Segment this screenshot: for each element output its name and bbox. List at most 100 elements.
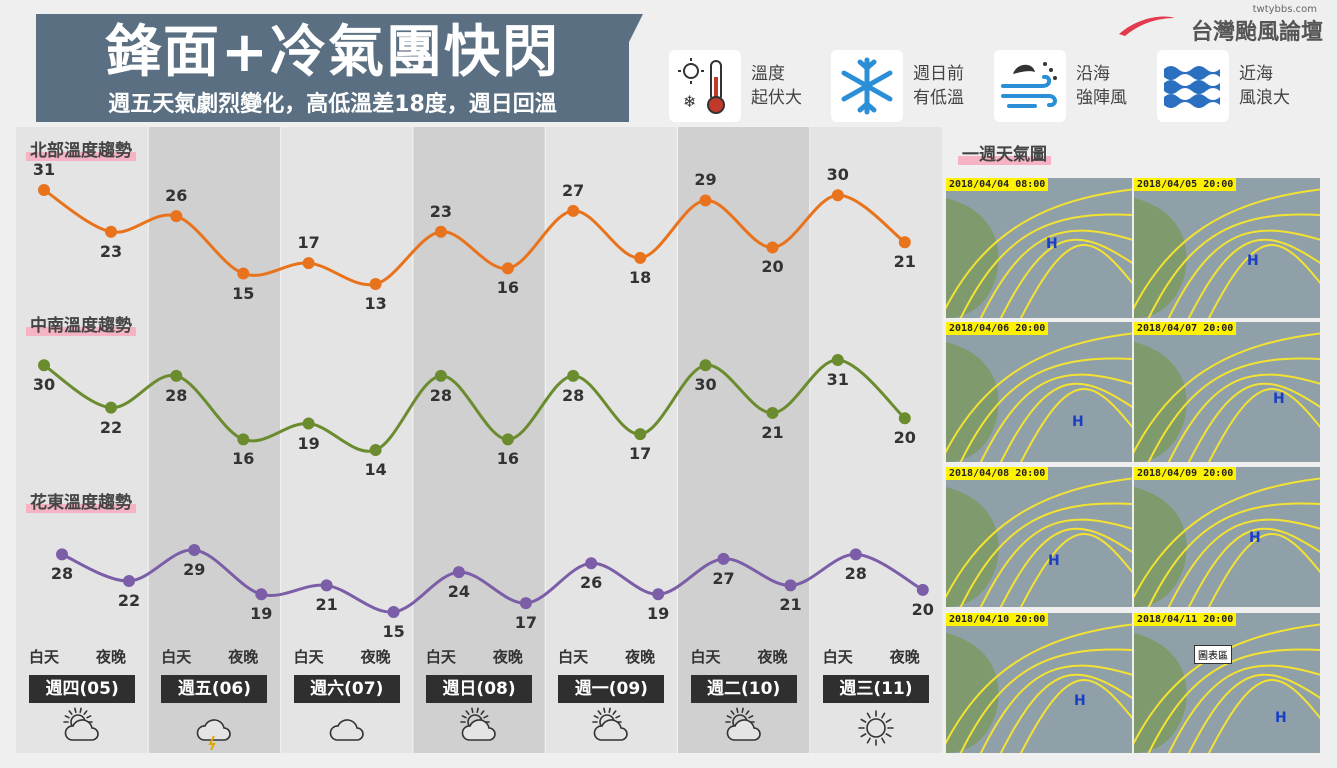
partly-cloudy-icon xyxy=(460,707,496,741)
data-label: 31 xyxy=(32,160,56,179)
nighttime-label: 夜晚 xyxy=(360,648,391,666)
day-column-band xyxy=(677,127,810,753)
data-label: 21 xyxy=(779,595,802,615)
map-background: H xyxy=(946,188,1132,318)
day-label: 週二(10) xyxy=(690,675,797,703)
data-point xyxy=(831,189,844,202)
thermometer-icon: ❄ xyxy=(669,50,741,122)
isobar xyxy=(959,502,1132,607)
isobar xyxy=(1207,533,1320,607)
isobar xyxy=(1207,244,1320,318)
weather-map: H 2018/04/04 08:00 xyxy=(946,178,1132,318)
data-label: 29 xyxy=(694,170,717,190)
nighttime-label: 夜晚 xyxy=(492,648,523,666)
highlight-line2: 強陣風 xyxy=(1076,88,1127,108)
map-date: 2018/04/08 20:00 xyxy=(946,467,1049,480)
data-point xyxy=(766,241,779,254)
data-point xyxy=(434,369,447,382)
data-label: 30 xyxy=(826,165,849,185)
high-pressure-marker: H xyxy=(1247,253,1259,269)
data-label: 15 xyxy=(382,622,405,641)
data-label: 17 xyxy=(297,233,320,253)
data-label: 26 xyxy=(165,186,188,206)
isobar xyxy=(1147,213,1320,318)
brand-site: twtybbs.com xyxy=(1252,4,1317,15)
data-point xyxy=(699,194,712,207)
data-label: 17 xyxy=(629,444,652,464)
data-point xyxy=(123,575,135,587)
nighttime-label: 夜晚 xyxy=(95,648,126,666)
title-banner xyxy=(36,14,629,122)
weather-map: H 2018/04/08 20:00 xyxy=(946,467,1132,607)
series-title-north: 北部溫度趨勢 xyxy=(26,141,136,161)
data-label: 22 xyxy=(99,417,123,437)
isobar xyxy=(979,229,1132,318)
data-point xyxy=(634,251,647,264)
map-date: 2018/04/06 20:00 xyxy=(946,322,1049,335)
day-label: 週一(09) xyxy=(558,675,665,703)
isobar xyxy=(946,623,1132,745)
data-point xyxy=(56,548,68,561)
data-label: 24 xyxy=(447,582,471,602)
daytime-label: 白天 xyxy=(690,648,721,666)
map-background: H xyxy=(946,477,1132,607)
highlight-line1: 沿海 xyxy=(1076,64,1110,84)
isobar xyxy=(999,238,1132,318)
data-label: 16 xyxy=(232,449,255,469)
weather-map: H 2018/04/05 20:00 xyxy=(1134,178,1320,318)
map-background: H xyxy=(946,332,1132,462)
day-label: 週五(06) xyxy=(161,675,268,703)
data-label: 21 xyxy=(315,595,338,615)
map-background: H xyxy=(1134,477,1320,607)
central-south-section-title: 中南溫度趨勢 xyxy=(26,311,136,336)
isobar xyxy=(1207,388,1320,462)
map-date: 2018/04/04 08:00 xyxy=(946,178,1049,191)
daytime-label: 白天 xyxy=(558,648,589,666)
data-point xyxy=(38,359,50,372)
data-point xyxy=(452,566,465,579)
data-label: 17 xyxy=(514,613,538,633)
highlight-line1: 溫度 xyxy=(751,64,785,84)
land-mass xyxy=(1134,633,1187,753)
data-point xyxy=(717,552,730,565)
series-line xyxy=(61,548,924,614)
data-label: 26 xyxy=(580,573,603,593)
highlight-waves: 近海 風浪大 xyxy=(1157,50,1311,122)
nighttime-label: 夜晚 xyxy=(757,648,788,666)
data-point xyxy=(188,544,201,556)
isobar xyxy=(959,357,1132,462)
isobar xyxy=(1147,648,1320,753)
data-label: 28 xyxy=(844,564,867,584)
maps-section-title: 一週天氣圖 xyxy=(958,140,1051,165)
isobar xyxy=(1134,477,1320,599)
land-mass xyxy=(946,633,999,753)
data-point xyxy=(434,225,447,238)
weather-map: H 2018/04/07 20:00 xyxy=(1134,322,1320,462)
weather-map: H 2018/04/09 20:00 xyxy=(1134,467,1320,607)
isobar xyxy=(1019,679,1132,753)
data-point xyxy=(585,557,598,570)
series-line xyxy=(43,358,906,453)
day-column-band xyxy=(280,127,413,753)
data-label: 18 xyxy=(629,267,652,287)
data-point xyxy=(501,262,514,275)
map-callout: 圖表區 xyxy=(1194,645,1232,664)
data-point xyxy=(699,359,712,372)
partly-cloudy-icon xyxy=(592,707,629,741)
page-title: 鋒面+冷氣團快閃 xyxy=(105,20,560,85)
data-label: 27 xyxy=(712,568,735,588)
highlight-wind: 沿海 強陣風 xyxy=(994,50,1148,122)
land-mass xyxy=(946,487,999,607)
map-background: H xyxy=(1134,188,1320,318)
data-label: 28 xyxy=(429,385,453,405)
data-label: 28 xyxy=(562,385,585,405)
temperature-chart xyxy=(16,127,942,753)
svg-text:❄: ❄ xyxy=(683,92,696,111)
isobar xyxy=(1147,502,1320,607)
data-label: 28 xyxy=(165,385,188,405)
data-label: 29 xyxy=(183,560,206,579)
wind-icon xyxy=(994,50,1066,122)
data-point xyxy=(567,369,580,382)
highlight-low-temp: 週日前 有低溫 xyxy=(831,50,985,122)
isobar xyxy=(959,213,1132,318)
